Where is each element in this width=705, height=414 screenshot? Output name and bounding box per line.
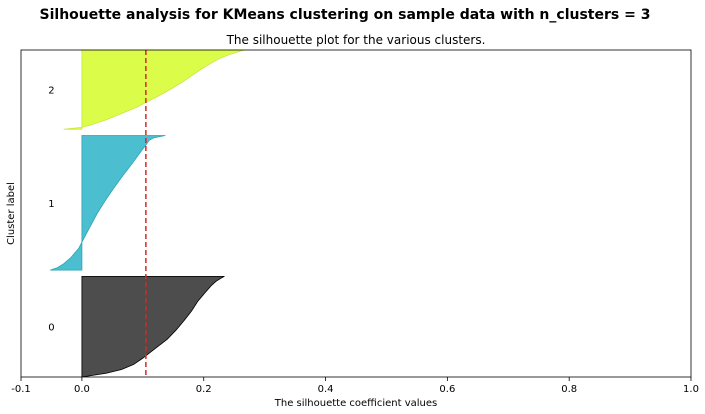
x-tick-label: 0.4 [318, 384, 334, 395]
x-tick-label: 0.0 [74, 384, 90, 395]
cluster-1-area [50, 135, 166, 271]
x-tick-label: 0.2 [196, 384, 212, 395]
x-tick-label: 0.8 [561, 384, 577, 395]
cluster-label-0: 0 [48, 323, 54, 334]
x-tick-label: -0.1 [11, 384, 31, 395]
cluster-areas [50, 50, 246, 377]
x-tick-label: 0.6 [439, 384, 455, 395]
x-axis-label: The silhouette coefficient values [274, 398, 438, 409]
chart-suptitle: Silhouette analysis for KMeans clusterin… [40, 7, 651, 23]
plot-frame [20, 49, 692, 378]
cluster-labels: 0 1 2 [48, 86, 54, 334]
chart-title: The silhouette plot for the various clus… [226, 33, 486, 47]
x-axis-ticks: -0.1 0.0 0.2 0.4 0.6 0.8 1.0 [11, 377, 699, 395]
cluster-label-2: 2 [48, 86, 54, 97]
x-tick-label: 1.0 [683, 384, 699, 395]
cluster-0-area [81, 275, 225, 377]
cluster-2-area [63, 50, 246, 130]
cluster-label-1: 1 [48, 199, 54, 210]
y-axis-label: Cluster label [6, 182, 17, 245]
